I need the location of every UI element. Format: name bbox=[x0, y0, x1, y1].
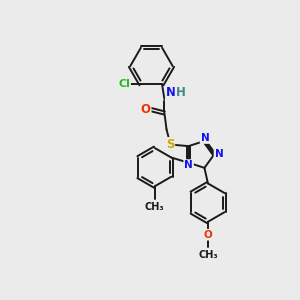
Text: Cl: Cl bbox=[118, 80, 130, 89]
Text: N: N bbox=[184, 160, 193, 170]
Text: N: N bbox=[201, 133, 209, 143]
Text: N: N bbox=[166, 86, 176, 99]
Text: O: O bbox=[204, 230, 212, 240]
Text: CH₃: CH₃ bbox=[145, 202, 165, 212]
Text: S: S bbox=[166, 138, 174, 151]
Text: H: H bbox=[176, 86, 186, 99]
Text: O: O bbox=[141, 103, 151, 116]
Text: CH₃: CH₃ bbox=[198, 250, 218, 260]
Text: N: N bbox=[214, 149, 223, 159]
